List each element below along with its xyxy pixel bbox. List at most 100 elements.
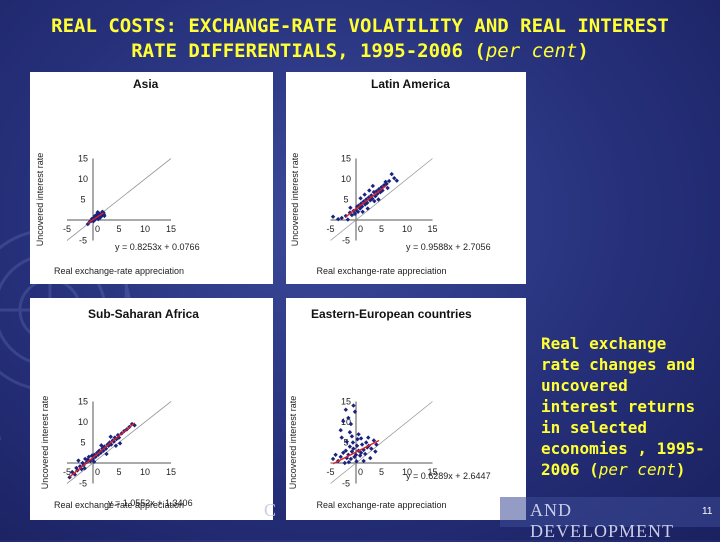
y-tick-label: 5 [343,195,348,205]
data-point [366,435,371,440]
data-point [345,217,351,222]
data-point [91,459,97,464]
data-point [333,452,338,457]
data-point [341,418,346,424]
trend-line [87,212,104,224]
chart-panel-asia: Asia -5 0 5 10 15 -5 5 10 15 Uncovered interest ra… [30,72,273,284]
data-point [348,421,354,427]
title-line-2: RATE DIFFERENTIALS, 1995-2006 (per cent) [0,39,720,64]
x-axis-label: Real exchange-rate appreciation [54,500,184,510]
chart-latin-america: Latin America -5 0 5 10 15 -5 5 10 15 Uncovered in… [290,77,491,276]
y-tick-label: 15 [78,154,88,164]
data-point [359,442,365,447]
x-tick-label: 0 [358,224,363,234]
x-tick-label: 15 [166,224,176,234]
title-close: ) [577,40,589,62]
data-point [365,200,370,205]
chart-title-latin-america: Latin America [371,77,450,91]
title-italic: per cent [485,40,578,62]
data-point [359,204,365,209]
x-tick-label: 5 [379,224,384,234]
data-point [348,205,353,210]
data-point [342,460,347,466]
data-point [384,181,389,187]
y-tick-label: -5 [342,479,350,489]
y-tick-label: 5 [80,438,85,448]
data-point [343,448,348,453]
data-point [338,428,343,433]
data-point [374,442,379,447]
data-point [346,459,352,465]
trend-equation: y = 1.0552x + 1.3406 [108,498,193,508]
x-tick-label: 0 [358,467,363,477]
data-point [349,434,355,439]
chart-title-sub-saharan-africa: Sub-Saharan Africa [88,307,199,321]
data-point [373,449,378,454]
x-tick-label: 15 [166,467,176,477]
data-point [361,458,366,464]
x-tick-label: 5 [379,467,384,477]
data-point [85,221,90,227]
data-point [349,449,355,454]
side-description-italic: per cent [598,460,676,479]
y-tick-label: 15 [341,397,351,407]
x-tick-label: 10 [402,467,412,477]
data-point [375,191,380,196]
x-tick-label: -5 [63,467,71,477]
data-point [366,195,371,200]
data-point [344,439,350,444]
y-tick-label: -5 [79,479,87,489]
data-point [364,197,369,202]
data-point [117,441,123,446]
data-point [348,456,354,462]
data-point [369,446,374,451]
y-axis-label: Uncovered interest rate [35,153,45,247]
diagonal-reference-line [330,158,433,241]
data-point [104,451,109,457]
chart-panel-eastern-europe: Eastern-European countries-5051015-55101… [286,298,526,520]
data-point [353,452,359,457]
data-point [335,216,341,222]
data-point [346,415,351,421]
side-description-close: ) [675,460,686,479]
data-point [98,450,103,455]
x-tick-label: 5 [116,224,121,234]
x-tick-label: 15 [427,224,437,234]
chart-title-eastern-european-countries: Eastern-European countries [311,307,472,321]
y-axis-label: Uncovered interest rate [290,153,300,247]
data-point [99,214,104,219]
x-tick-label: 0 [95,467,100,477]
x-axis-label: Real exchange-rate appreciation [316,266,446,276]
data-point [96,216,101,222]
x-tick-label: 10 [140,467,150,477]
y-tick-label: 15 [341,154,351,164]
diagonal-reference-line [330,401,433,484]
data-point [354,459,359,464]
trend-line [345,184,388,218]
trend-line [69,422,136,478]
data-point [83,456,88,462]
title-line-1: REAL COSTS: EXCHANGE-RATE VOLATILITY AND… [51,15,669,37]
chart-eastern-europe: Eastern-European countries-5051015-55101… [288,307,491,510]
data-point [111,439,116,444]
data-point [394,178,399,183]
trend-equation: y = 0.9588x + 2.7056 [406,242,491,252]
data-point [370,183,376,189]
y-tick-label: 10 [78,174,88,184]
data-point [360,209,365,214]
data-point [368,455,373,461]
data-point [343,407,348,412]
y-tick-label: 10 [341,174,351,184]
data-point [352,409,358,414]
y-tick-label: 10 [78,417,88,427]
chart-panel-latin-america: Latin America -5 0 5 10 15 -5 5 10 15 Uncovered in… [286,72,526,284]
x-tick-label: 10 [402,224,412,234]
data-point [102,213,107,219]
x-tick-label: 5 [116,467,121,477]
data-point [350,440,356,445]
data-point [355,209,361,214]
diagonal-reference-line [66,158,172,241]
data-point [352,211,358,217]
data-point [92,214,97,219]
y-tick-label: -5 [79,236,87,246]
